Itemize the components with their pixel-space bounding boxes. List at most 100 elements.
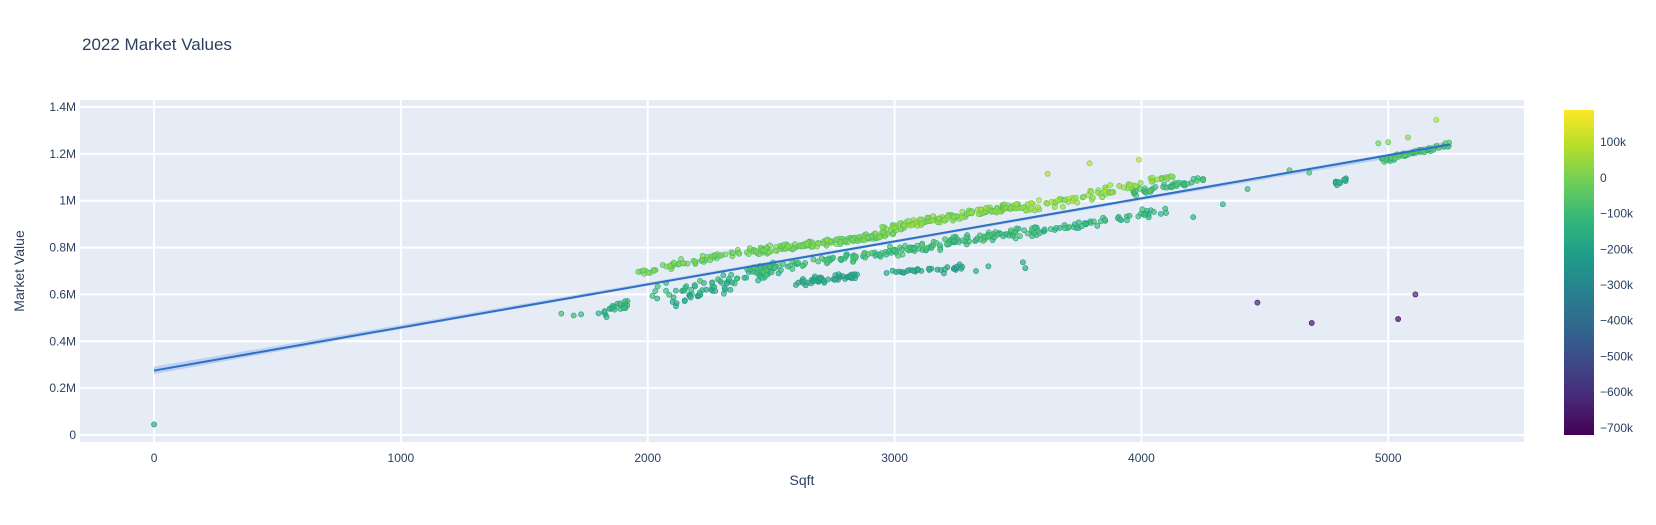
data-point (1002, 204, 1009, 211)
data-point (754, 270, 760, 276)
data-point (1036, 197, 1042, 204)
trendline (153, 143, 1451, 372)
data-point (651, 267, 657, 274)
y-tick-label: 1.2M (49, 147, 76, 161)
data-point (622, 298, 628, 305)
colorbar-tick-labels: 100k 0 −100k −200k −300k −400k −500k −600k −700k (1600, 135, 1634, 435)
data-point (1164, 176, 1171, 183)
data-point (1124, 217, 1130, 224)
data-point (803, 241, 810, 248)
colorbar-tick-label: −700k (1600, 421, 1634, 435)
data-point (1244, 186, 1251, 192)
y-tick-label: 0.4M (49, 334, 76, 348)
data-point (994, 231, 1001, 238)
data-point (910, 267, 916, 274)
data-point (681, 287, 688, 294)
data-point (1053, 225, 1059, 231)
data-point (893, 269, 899, 275)
y-tick-label: 0 (69, 428, 76, 442)
data-point (1136, 156, 1142, 163)
y-tick-labels: 0 0.2M 0.4M 0.6M 0.8M 1M 1.2M 1.4M (49, 100, 76, 442)
data-point (151, 421, 157, 428)
data-point (963, 234, 970, 241)
data-point (1190, 214, 1197, 221)
data-point (1126, 212, 1133, 219)
data-point (1137, 179, 1144, 186)
data-point (944, 241, 950, 248)
data-point (900, 269, 906, 276)
plot-area (80, 100, 1524, 442)
data-point (670, 259, 677, 266)
x-axis-title: Sqft (790, 472, 815, 488)
data-point (799, 263, 806, 269)
chart-title: 2022 Market Values (82, 35, 232, 54)
data-point (1029, 233, 1035, 239)
data-point (1041, 226, 1048, 233)
data-point (830, 254, 836, 261)
data-point (1095, 189, 1101, 196)
y-tick-label: 0.2M (49, 381, 76, 395)
data-point (1086, 160, 1093, 167)
data-point (645, 269, 652, 276)
data-point (978, 206, 985, 213)
data-point (721, 284, 728, 291)
data-point (1199, 177, 1206, 183)
data-point (816, 275, 823, 282)
data-point (1151, 209, 1157, 215)
data-point (815, 240, 822, 247)
data-point (886, 248, 892, 254)
data-point (1078, 223, 1085, 230)
data-point (755, 277, 761, 284)
colorbar-tick-label: −400k (1600, 314, 1634, 328)
data-point (831, 276, 838, 283)
data-point (1341, 176, 1347, 183)
data-point (1062, 225, 1068, 232)
data-point (1021, 227, 1027, 234)
data-point (928, 245, 935, 251)
data-point (918, 220, 925, 227)
colorbar-tick-label: −200k (1600, 242, 1634, 256)
data-point (672, 287, 679, 294)
data-point (861, 237, 868, 244)
data-point (968, 210, 975, 216)
data-point (1099, 194, 1106, 201)
data-point (795, 279, 802, 286)
data-point (558, 310, 565, 317)
data-point (1048, 199, 1055, 205)
data-point (795, 259, 802, 266)
data-point (1163, 184, 1170, 191)
data-point (654, 295, 661, 302)
data-point (1107, 182, 1114, 188)
data-point (684, 260, 691, 267)
data-point (1137, 185, 1143, 192)
data-point (862, 254, 869, 261)
data-point (1336, 179, 1343, 186)
data-point (824, 256, 830, 263)
data-point (722, 251, 729, 258)
data-point (666, 263, 673, 269)
data-point (1028, 199, 1035, 206)
data-point (950, 213, 957, 220)
data-point (1047, 226, 1054, 232)
y-tick-label: 1M (59, 194, 76, 208)
data-point (1375, 140, 1382, 147)
data-point (890, 247, 897, 254)
data-point (1028, 205, 1035, 212)
data-point (810, 256, 817, 263)
x-tick-label: 0 (151, 451, 158, 465)
data-point (687, 294, 694, 301)
data-point (697, 278, 703, 284)
data-point (842, 237, 849, 244)
data-point (868, 250, 875, 257)
data-point (1158, 210, 1164, 217)
y-tick-label: 0.6M (49, 287, 76, 301)
x-tick-label: 1000 (388, 451, 415, 465)
data-point (985, 263, 992, 270)
data-point (1074, 199, 1081, 206)
data-point (905, 217, 912, 224)
data-point (1174, 181, 1180, 188)
data-point (1391, 155, 1398, 162)
data-point (707, 257, 714, 264)
data-point (1148, 178, 1155, 185)
